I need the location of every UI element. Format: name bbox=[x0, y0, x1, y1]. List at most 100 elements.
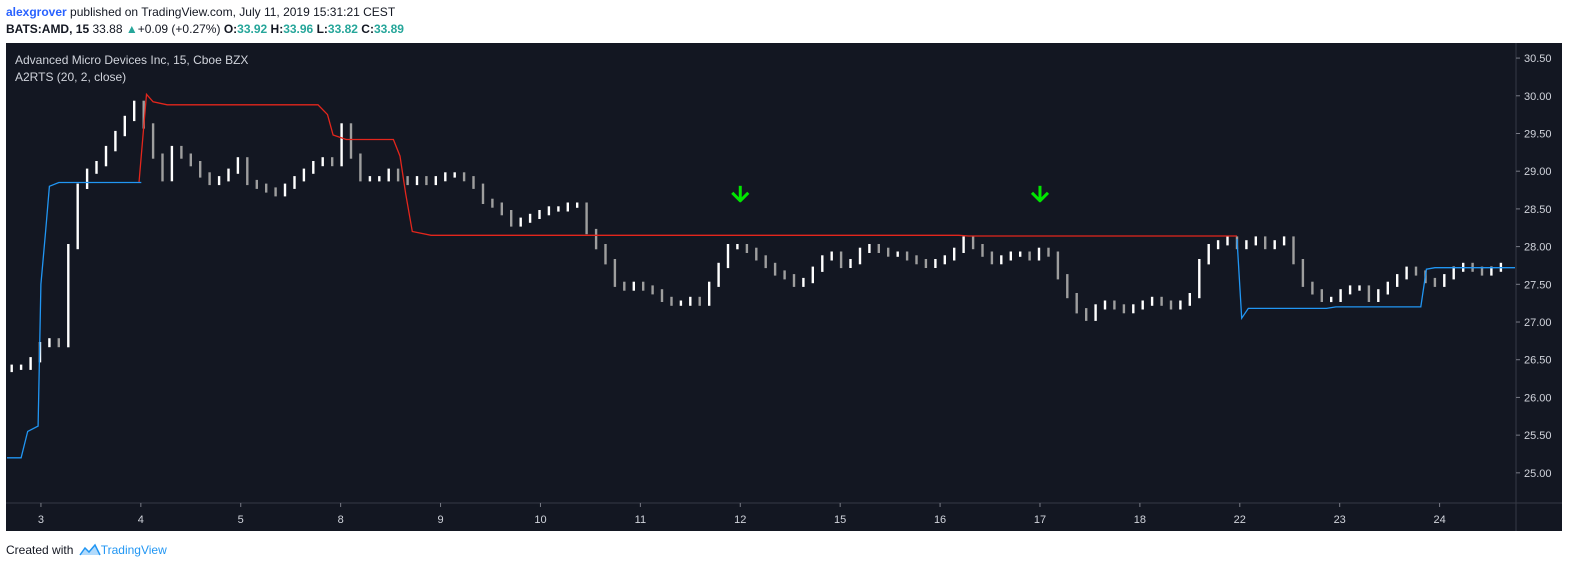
price-tick-label: 27.50 bbox=[1524, 279, 1552, 291]
time-tick-label: 8 bbox=[338, 514, 344, 526]
ohlc-bar bbox=[123, 115, 126, 137]
created-with-text: Created with bbox=[6, 543, 74, 557]
ohlc-bar bbox=[349, 123, 353, 159]
ohlc-bar bbox=[896, 251, 899, 257]
ohlc-bar bbox=[199, 161, 202, 178]
ohlc-bar bbox=[1414, 266, 1418, 276]
ohlc-bar bbox=[1452, 266, 1455, 280]
ohlc-bar bbox=[934, 259, 937, 268]
low-label: L: bbox=[316, 22, 328, 36]
ohlc-bar bbox=[547, 206, 551, 216]
ohlc-bar bbox=[1358, 285, 1361, 291]
ohlc-bar bbox=[971, 236, 975, 250]
ohlc-bar bbox=[868, 244, 871, 253]
tradingview-link[interactable]: TradingView bbox=[100, 543, 167, 557]
ohlc-bar bbox=[726, 244, 730, 269]
ohlc-bar bbox=[642, 281, 645, 291]
time-tick-label: 17 bbox=[1034, 514, 1046, 526]
ohlc-bar bbox=[1330, 296, 1333, 303]
time-axis[interactable]: 3 4 5 8 9 10 11 12 15 16 17 18 22 23 24 bbox=[38, 503, 1446, 526]
time-tick-label: 24 bbox=[1433, 514, 1445, 526]
ohlc-bar bbox=[114, 130, 117, 152]
ohlc-bar bbox=[1000, 255, 1003, 265]
ohlc-bar bbox=[1037, 247, 1041, 261]
ohlc-bar bbox=[1367, 285, 1371, 302]
ohlc-bar bbox=[293, 176, 296, 189]
ohlc-bar bbox=[19, 364, 23, 370]
ohlc-bar bbox=[151, 123, 155, 159]
ohlc-bar bbox=[161, 153, 164, 182]
ohlc-bar bbox=[1245, 240, 1248, 250]
ohlc-bar bbox=[773, 262, 777, 276]
ohlc-bar bbox=[1009, 251, 1012, 261]
lower-band-line bbox=[1236, 239, 1515, 321]
ohlc-bar bbox=[312, 161, 315, 174]
symbol-label: BATS:AMD, 15 bbox=[6, 22, 90, 36]
price-tick-label: 26.00 bbox=[1524, 392, 1552, 404]
price-tick-label: 28.00 bbox=[1524, 242, 1552, 254]
ohlc-bar bbox=[1103, 300, 1107, 310]
ohlc-bar bbox=[1254, 236, 1257, 246]
ohlc-bar bbox=[387, 168, 390, 182]
price-tick-label: 30.50 bbox=[1524, 53, 1552, 65]
ohlc-bar bbox=[1188, 293, 1191, 306]
ohlc-bar bbox=[1113, 300, 1116, 310]
ohlc-bar bbox=[1339, 289, 1342, 302]
ohlc-bar bbox=[887, 247, 890, 257]
ohlc-bar bbox=[283, 183, 287, 197]
ohlc-bar bbox=[321, 157, 324, 167]
indicator-label[interactable]: A2RTS (20, 2, close) bbox=[15, 70, 126, 84]
lower-band-line bbox=[7, 181, 142, 459]
ohlc-bar bbox=[990, 251, 994, 265]
ohlc-bar bbox=[1085, 308, 1088, 321]
ohlc-bar bbox=[1169, 300, 1173, 310]
ohlc-bar bbox=[76, 183, 79, 250]
ohlc-bar bbox=[1028, 251, 1031, 261]
ohlc-bar bbox=[1207, 244, 1210, 265]
ohlc-bar bbox=[981, 244, 984, 257]
ohlc-bar bbox=[755, 247, 758, 261]
a2rts-bands bbox=[7, 92, 1515, 459]
ohlc-bar bbox=[133, 100, 136, 122]
ohlc-bar bbox=[359, 153, 362, 182]
ohlc-bar bbox=[792, 274, 796, 287]
ohlc-bar bbox=[180, 145, 183, 159]
ohlc-bar bbox=[472, 176, 475, 189]
ohlc-bar bbox=[1348, 285, 1352, 295]
ohlc-bar bbox=[557, 206, 560, 212]
ohlc-bar bbox=[811, 266, 814, 284]
price-chart[interactable]: 30.50 30.00 29.50 29.00 28.50 28.00 27.50 27.00… bbox=[6, 43, 1562, 531]
ohlc-bar bbox=[453, 172, 456, 178]
ohlc-bar bbox=[736, 244, 739, 250]
ohlc-bar bbox=[491, 198, 494, 208]
ohlc-bar bbox=[519, 217, 522, 227]
author-link[interactable]: alexgrover bbox=[6, 5, 67, 19]
price-tick-label: 28.50 bbox=[1524, 204, 1552, 216]
ohlc-bar bbox=[830, 251, 833, 261]
price-axis[interactable]: 30.50 30.00 29.50 29.00 28.50 28.00 27.50 27.00… bbox=[1516, 53, 1552, 480]
ohlc-bar bbox=[962, 236, 965, 253]
ohlc-bar bbox=[566, 202, 569, 212]
ohlc-bar bbox=[1386, 281, 1389, 295]
ohlc-bar bbox=[1019, 251, 1022, 257]
time-tick-label: 12 bbox=[734, 514, 746, 526]
ohlc-bar bbox=[821, 255, 824, 272]
ohlc-bar bbox=[462, 172, 466, 182]
ohlc-bar bbox=[85, 168, 89, 189]
ohlc-bar bbox=[1216, 240, 1220, 250]
ohlc-bar bbox=[378, 176, 381, 182]
footer: Created with TradingView bbox=[6, 543, 167, 557]
ohlc-bar bbox=[104, 145, 108, 167]
ohlc-bar bbox=[670, 296, 673, 306]
ohlc-bar bbox=[208, 172, 211, 186]
ohlc-bar bbox=[10, 364, 13, 373]
open-value: 33.92 bbox=[237, 22, 268, 36]
ohlc-bar bbox=[689, 296, 692, 306]
ohlc-bars bbox=[10, 100, 1503, 373]
ohlc-bar bbox=[1056, 251, 1060, 280]
ohlc-bar bbox=[849, 259, 852, 268]
ohlc-bar bbox=[1301, 259, 1305, 287]
ohlc-bar bbox=[708, 281, 711, 306]
close-label: C: bbox=[361, 22, 374, 36]
price-tick-label: 29.50 bbox=[1524, 128, 1552, 140]
